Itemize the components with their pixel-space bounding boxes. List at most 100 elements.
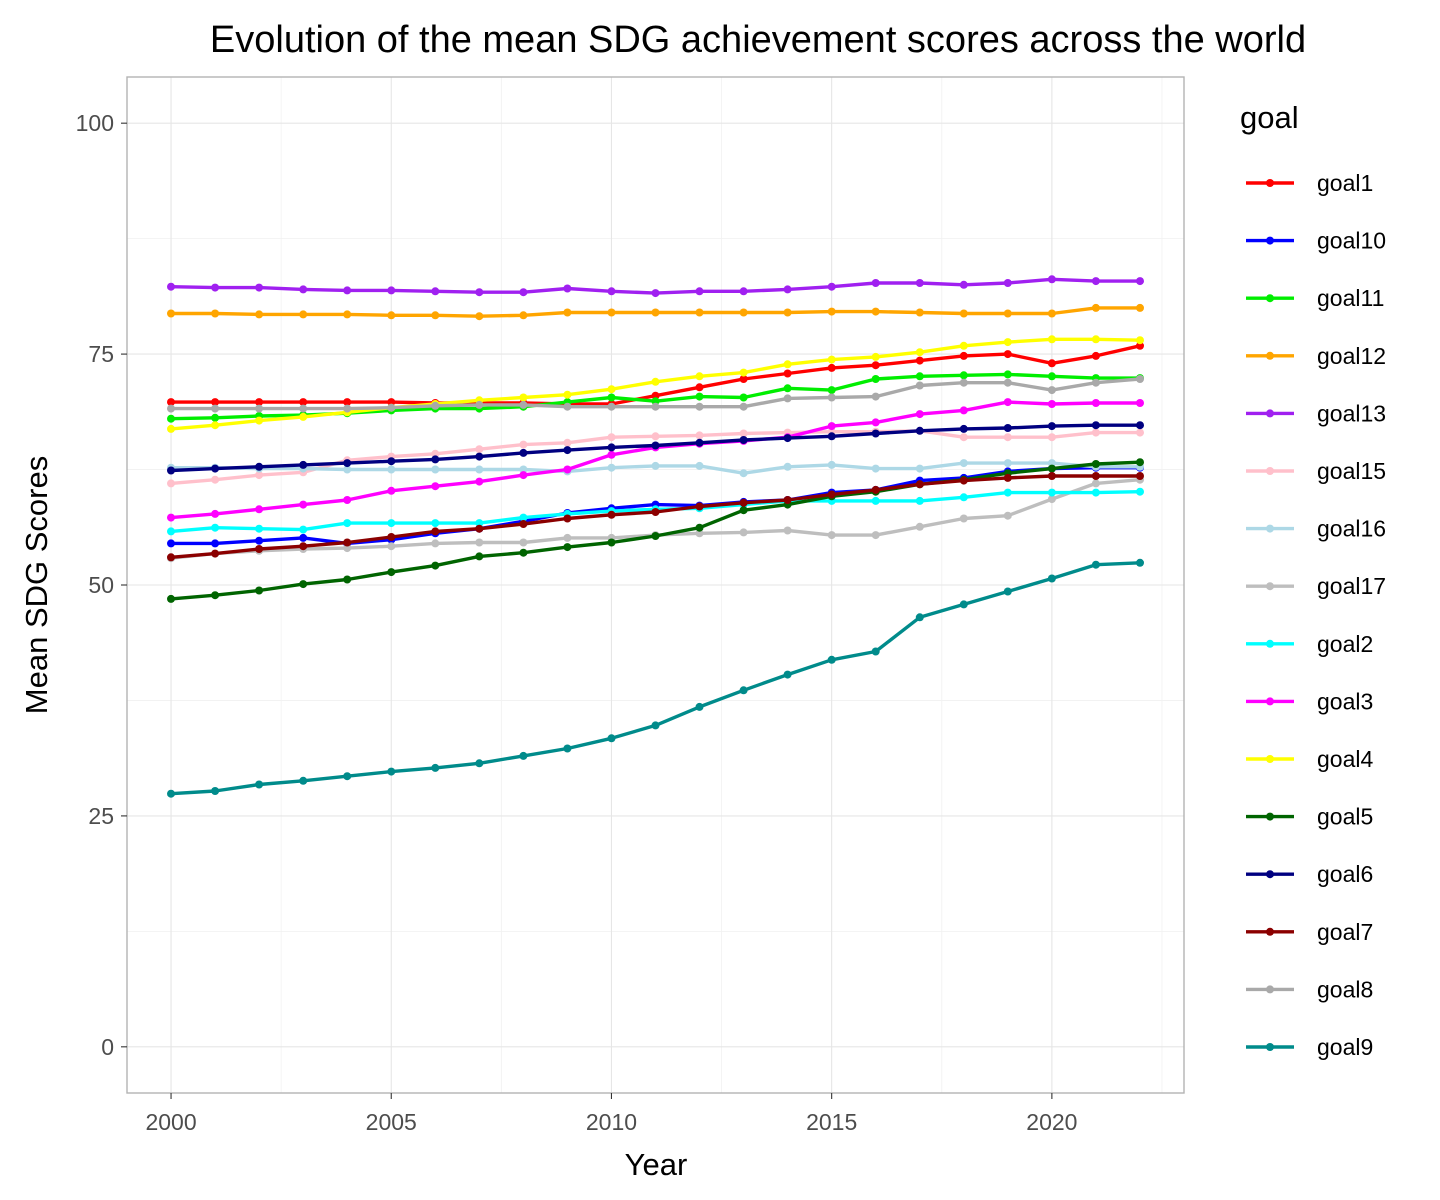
data-point — [299, 542, 308, 551]
legend-key-point — [1266, 524, 1274, 533]
data-point — [915, 372, 924, 381]
data-point — [915, 381, 924, 390]
data-point — [475, 288, 484, 297]
data-point — [871, 375, 880, 383]
series-goal8 — [167, 375, 1144, 413]
data-point — [299, 404, 308, 413]
data-point — [431, 527, 440, 536]
data-point — [915, 613, 924, 622]
data-point — [871, 307, 880, 316]
data-point — [211, 509, 220, 518]
data-point — [607, 393, 616, 402]
data-point — [519, 471, 528, 480]
data-point — [343, 538, 352, 547]
data-point — [475, 552, 484, 561]
data-point — [695, 523, 704, 532]
data-point — [387, 542, 396, 551]
data-point — [959, 280, 968, 289]
legend-key-point — [1266, 870, 1274, 879]
data-point — [871, 361, 880, 370]
data-point — [387, 286, 396, 295]
data-point — [871, 531, 880, 540]
data-point — [387, 398, 396, 407]
legend-label: goal1 — [1317, 170, 1373, 196]
data-point — [695, 702, 704, 711]
legend-key-point — [1266, 1043, 1274, 1051]
data-point — [651, 461, 660, 470]
data-point — [607, 734, 616, 743]
data-point — [695, 438, 704, 447]
legend-label: goal4 — [1317, 746, 1373, 772]
legend-key-point — [1266, 467, 1274, 475]
data-point — [255, 462, 264, 471]
data-point — [651, 397, 660, 406]
data-point — [915, 496, 924, 505]
data-point — [519, 288, 528, 297]
data-point — [1003, 378, 1012, 387]
data-point — [739, 368, 748, 377]
data-point — [563, 533, 572, 542]
data-point — [695, 402, 704, 411]
data-point — [651, 377, 660, 386]
data-point — [739, 375, 748, 383]
series-goal17 — [167, 475, 1144, 563]
data-point — [1047, 488, 1056, 497]
data-point — [607, 510, 616, 519]
data-point — [343, 496, 352, 504]
data-point — [475, 465, 484, 474]
data-point — [827, 386, 836, 395]
data-point — [607, 463, 616, 472]
data-point — [695, 308, 704, 317]
data-point — [475, 477, 484, 486]
data-point — [475, 759, 484, 768]
data-point — [871, 464, 880, 473]
legend-key-point — [1266, 812, 1274, 821]
data-point — [255, 310, 264, 319]
data-point — [1091, 378, 1100, 387]
x-tick-label: 2020 — [1026, 1109, 1077, 1135]
data-point — [167, 282, 175, 291]
data-point — [651, 532, 660, 540]
data-point — [431, 763, 440, 772]
legend-key-point — [1266, 236, 1274, 245]
data-point — [1047, 495, 1056, 504]
data-point — [1091, 421, 1100, 430]
data-point — [475, 538, 484, 547]
legend-item-goal4: goal4 — [1246, 746, 1373, 772]
data-point — [783, 434, 792, 443]
data-point — [299, 500, 308, 509]
data-point — [827, 282, 836, 291]
data-point — [387, 533, 396, 541]
legend-item-goal5: goal5 — [1246, 804, 1373, 830]
data-point — [387, 457, 396, 466]
data-point — [211, 421, 220, 430]
data-point — [1091, 351, 1100, 360]
data-point — [739, 287, 748, 296]
data-point — [1091, 460, 1100, 468]
data-point — [519, 440, 528, 449]
data-point — [563, 543, 572, 552]
data-point — [475, 312, 484, 321]
data-point — [1136, 421, 1144, 430]
data-point — [827, 655, 836, 664]
data-point — [871, 279, 880, 287]
data-point — [519, 538, 528, 547]
series-goal13 — [167, 275, 1144, 298]
data-point — [871, 496, 880, 505]
data-point — [211, 398, 220, 407]
data-point — [343, 398, 352, 407]
data-point — [783, 384, 792, 393]
data-point — [827, 432, 836, 441]
x-tick-label: 2000 — [145, 1109, 196, 1135]
data-point — [387, 767, 396, 776]
data-point — [739, 528, 748, 537]
legend-item-goal15: goal15 — [1246, 458, 1386, 484]
data-point — [871, 418, 880, 427]
data-point — [739, 402, 748, 411]
data-point — [651, 391, 660, 400]
data-point — [959, 341, 968, 350]
data-point — [343, 544, 352, 553]
data-point — [607, 538, 616, 547]
data-point — [607, 443, 616, 452]
data-point — [695, 383, 704, 392]
